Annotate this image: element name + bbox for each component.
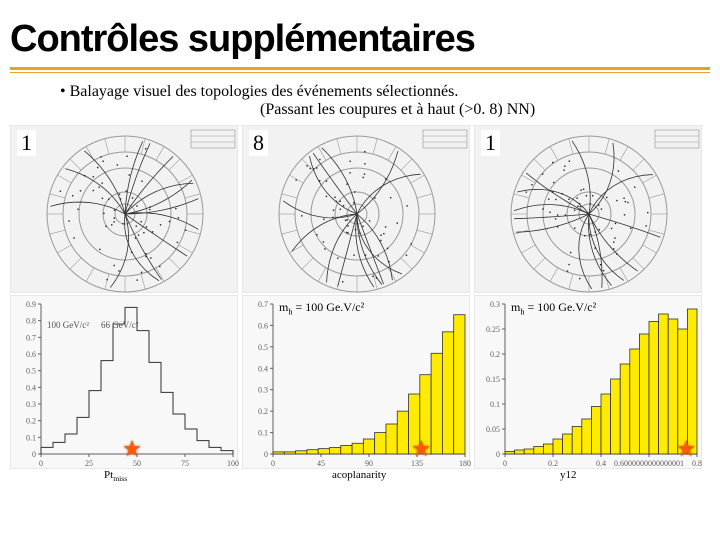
svg-text:0.2: 0.2 bbox=[26, 417, 36, 426]
xaxis-label-0: Ptmiss bbox=[100, 469, 178, 483]
svg-text:0.25: 0.25 bbox=[486, 325, 500, 334]
svg-text:0.3: 0.3 bbox=[490, 300, 500, 309]
svg-text:25: 25 bbox=[85, 459, 93, 468]
histogram-0: 00.10.20.30.40.50.60.70.80.9025507510010… bbox=[10, 295, 238, 469]
svg-text:75: 75 bbox=[181, 459, 189, 468]
svg-text:0.6000000000000001: 0.6000000000000001 bbox=[614, 459, 684, 468]
event-count-2: 1 bbox=[481, 130, 500, 156]
svg-text:0.4: 0.4 bbox=[26, 383, 36, 392]
svg-text:0.1: 0.1 bbox=[26, 433, 36, 442]
xlabel-row: Ptmiss acoplanarity y12 bbox=[0, 469, 720, 483]
svg-text:0: 0 bbox=[39, 459, 43, 468]
svg-text:0.1: 0.1 bbox=[258, 429, 268, 438]
svg-text:0: 0 bbox=[496, 450, 500, 459]
svg-text:90: 90 bbox=[365, 459, 373, 468]
xaxis-label-2: y12 bbox=[556, 469, 634, 483]
svg-text:45: 45 bbox=[317, 459, 325, 468]
svg-text:0: 0 bbox=[32, 450, 36, 459]
svg-text:0.5: 0.5 bbox=[26, 367, 36, 376]
event-display-2: 1 bbox=[474, 125, 702, 293]
event-display-1: 8 bbox=[242, 125, 470, 293]
svg-text:0.5: 0.5 bbox=[258, 343, 268, 352]
svg-text:0: 0 bbox=[503, 459, 507, 468]
svg-text:0.2: 0.2 bbox=[490, 350, 500, 359]
svg-text:66 GeV/c²: 66 GeV/c² bbox=[101, 320, 139, 330]
svg-text:0: 0 bbox=[271, 459, 275, 468]
histogram-1: 00.10.20.30.40.50.60.704590135180mh = 10… bbox=[242, 295, 470, 469]
event-count-1: 8 bbox=[249, 130, 268, 156]
svg-text:0.2: 0.2 bbox=[548, 459, 558, 468]
star-marker-2: ★ bbox=[676, 436, 696, 462]
svg-text:0.8: 0.8 bbox=[26, 317, 36, 326]
svg-text:0.05: 0.05 bbox=[486, 425, 500, 434]
svg-text:0.4: 0.4 bbox=[258, 364, 268, 373]
page-title: Contrôles supplémentaires bbox=[0, 0, 720, 67]
svg-text:0: 0 bbox=[264, 450, 268, 459]
histogram-row: 00.10.20.30.40.50.60.70.80.9025507510010… bbox=[0, 295, 720, 469]
svg-text:0.9: 0.9 bbox=[26, 300, 36, 309]
event-row: 1 8 1 bbox=[0, 125, 720, 293]
hist-label-1: mh = 100 Ge.V/c² bbox=[279, 300, 364, 316]
svg-text:0.6: 0.6 bbox=[258, 321, 268, 330]
svg-text:180: 180 bbox=[459, 459, 471, 468]
title-underline-thin bbox=[10, 72, 710, 73]
bullet-text: • Balayage visuel des topologies des évé… bbox=[0, 81, 720, 101]
event-display-0: 1 bbox=[10, 125, 238, 293]
star-marker-0: ★ bbox=[122, 436, 142, 462]
xaxis-label-1: acoplanarity bbox=[328, 469, 406, 483]
svg-text:100 GeV/c²: 100 GeV/c² bbox=[47, 320, 89, 330]
hist-label-2: mh = 100 Ge.V/c² bbox=[511, 300, 596, 316]
svg-text:0.7: 0.7 bbox=[258, 300, 268, 309]
svg-text:0.4: 0.4 bbox=[596, 459, 606, 468]
svg-text:0.2: 0.2 bbox=[258, 407, 268, 416]
title-underline bbox=[10, 67, 710, 70]
star-marker-1: ★ bbox=[411, 436, 431, 462]
svg-text:0.7: 0.7 bbox=[26, 333, 36, 342]
event-count-0: 1 bbox=[17, 130, 36, 156]
svg-text:0.6: 0.6 bbox=[26, 350, 36, 359]
svg-text:0.15: 0.15 bbox=[486, 375, 500, 384]
svg-text:0.3: 0.3 bbox=[26, 400, 36, 409]
svg-text:0.1: 0.1 bbox=[490, 400, 500, 409]
svg-text:0.3: 0.3 bbox=[258, 386, 268, 395]
svg-text:100: 100 bbox=[227, 459, 239, 468]
sub-text: (Passant les coupures et à haut (>0. 8) … bbox=[0, 101, 720, 125]
histogram-2: 0 0.05 0.1 0.15 0.2 0.25 0.3 0 0.2 0.4 0.600000000… bbox=[474, 295, 702, 469]
